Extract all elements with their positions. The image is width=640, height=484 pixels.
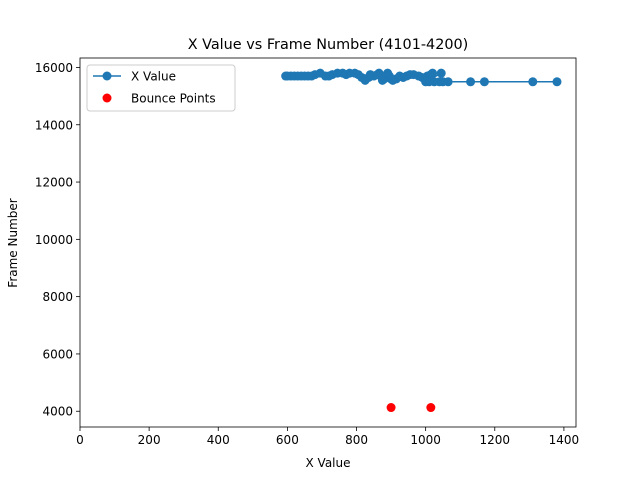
y-tick-label: 12000 xyxy=(35,176,73,190)
x-value-point xyxy=(528,77,538,87)
x-tick-label: 0 xyxy=(76,433,84,447)
legend-marker-x-value xyxy=(102,71,112,81)
bounce-points-point xyxy=(426,403,436,413)
plot-area: 0 200 400 600 800 1000 1200 1400 4000 6000 8000 100… xyxy=(35,57,580,447)
legend: X Value Bounce Points xyxy=(86,64,236,112)
y-tick-label: 6000 xyxy=(42,347,73,361)
legend-box xyxy=(86,64,236,112)
legend-marker-bounce-points xyxy=(102,93,112,103)
bounce-points-point xyxy=(386,403,396,413)
x-tick-label: 800 xyxy=(345,433,368,447)
x-axis-label: X Value xyxy=(306,456,351,470)
y-tick-label: 16000 xyxy=(35,61,73,75)
legend-label-bounce-points: Bounce Points xyxy=(131,92,216,106)
plot-frame xyxy=(79,57,577,428)
x-tick-label: 400 xyxy=(207,433,230,447)
y-axis-label: Frame Number xyxy=(6,198,20,287)
x-tick-label: 1200 xyxy=(480,433,511,447)
y-tick-label: 10000 xyxy=(35,233,73,247)
y-tick-label: 8000 xyxy=(42,290,73,304)
x-tick-label: 600 xyxy=(276,433,299,447)
y-tick-label: 14000 xyxy=(35,118,73,132)
x-value-point xyxy=(552,77,562,87)
x-tick-label: 1400 xyxy=(549,433,580,447)
x-value-point xyxy=(479,77,489,87)
x-tick-label: 200 xyxy=(138,433,161,447)
x-value-point xyxy=(281,71,291,81)
x-value-point xyxy=(436,68,446,78)
y-tick-label: 4000 xyxy=(42,405,73,419)
x-tick-label: 1000 xyxy=(410,433,441,447)
legend-label-x-value: X Value xyxy=(131,70,176,84)
chart-title: X Value vs Frame Number (4101-4200) xyxy=(188,37,469,53)
x-value-point xyxy=(466,77,476,87)
